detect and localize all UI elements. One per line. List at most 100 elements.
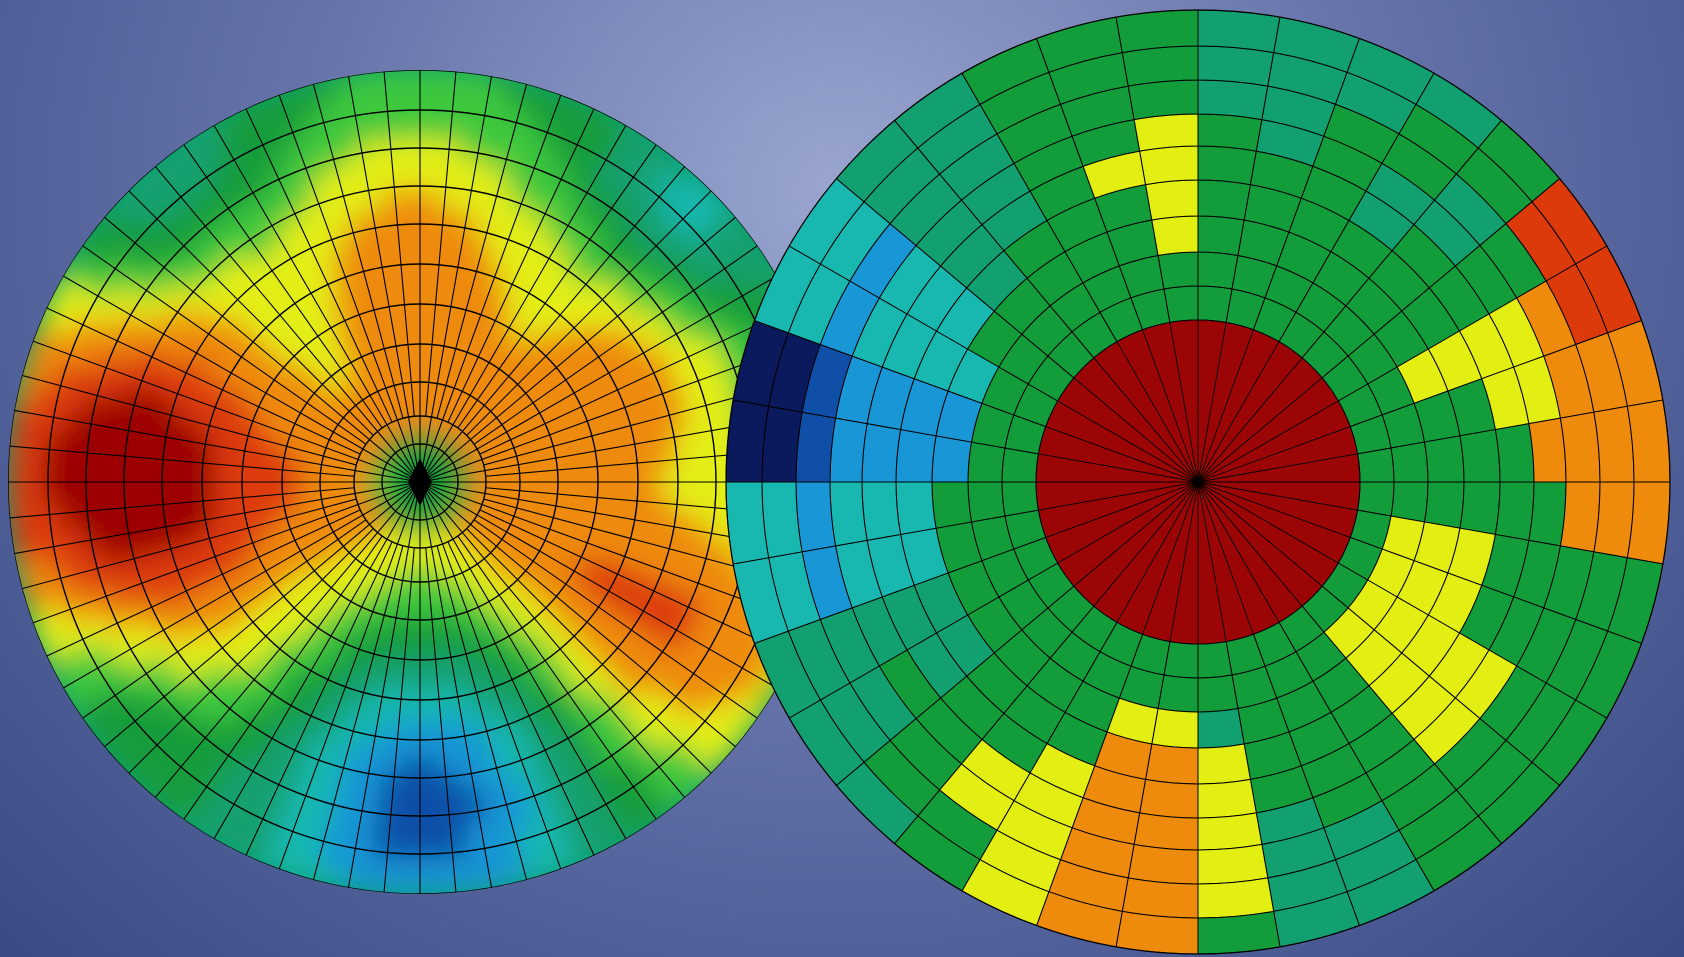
contour-patch [371,138,399,160]
contour-patch [250,557,273,579]
contour-patch [333,615,354,638]
contour-patch [404,704,423,723]
contour-patch [418,344,430,363]
contour-patch [272,326,296,350]
contour-patch [328,396,348,415]
contour-patch [480,408,498,426]
contour-patch [29,608,57,644]
contour-patch [258,91,294,119]
contour-patch [265,107,299,135]
contour-patch [356,395,373,415]
segment-cell [1157,251,1199,290]
contour-patch [400,756,423,775]
contour-patch [423,447,430,466]
contour-patch [284,395,306,415]
contour-patch [491,524,511,540]
contour-patch [291,558,312,578]
contour-patch [280,404,302,423]
contour-patch [41,457,61,486]
grid-spoke [425,71,457,417]
core-spoke [1197,322,1227,483]
contour-patch [459,140,488,163]
core-spoke [1057,481,1199,564]
contour-patch [425,361,436,380]
contour-patch [420,738,441,758]
segment-cell [1127,79,1199,121]
contour-patch [268,357,291,379]
contour-patch [394,138,420,157]
grid-spoke [82,245,367,445]
core-spoke [1142,329,1199,483]
contour-patch [402,531,411,550]
contour-patch [502,358,523,379]
contour-patch [476,542,494,560]
contour-patch [196,467,215,485]
contour-patch [521,590,543,612]
contour-patch [573,490,592,505]
contour-patch [301,502,321,515]
contour-patch [373,577,388,597]
contour-patch [420,601,431,620]
contour-patch [605,504,625,523]
contour-patch [508,420,529,437]
contour-patch [422,412,430,431]
segment-cell [1001,481,1040,517]
contour-patch [465,570,482,591]
contour-patch [310,579,331,600]
contour-patch [431,455,445,470]
contour-patch [487,346,507,368]
contour-patch [451,208,474,230]
contour-patch [469,491,488,500]
grid-spoke [46,307,361,455]
segment-cell [967,441,1006,483]
core-spoke [1197,481,1280,623]
contour-patch [483,796,513,820]
contour-patch [95,418,117,445]
contour-patch [405,292,420,311]
core-spoke [1093,357,1199,483]
contour-patch [323,402,343,421]
contour-patch [198,508,219,528]
contour-patch [358,417,375,434]
contour-patch [120,382,144,410]
contour-patch [464,373,481,393]
contour-patch [98,397,122,425]
contour-patch [323,127,354,152]
grid-spoke [183,144,383,429]
contour-patch [480,144,509,167]
grid-spoke [447,108,595,423]
core-spoke [1057,400,1199,483]
contour-patch [233,432,255,451]
contour-patch [128,443,148,467]
contour-patch [349,818,379,841]
contour-patch [197,438,218,458]
segment-cell [1528,481,1567,547]
segment-cell [1121,877,1199,919]
contour-patch [408,550,417,569]
contour-patch [397,635,412,654]
contour-patch [468,420,485,437]
smooth-disc-contours [8,70,832,894]
contour-patch [306,149,336,175]
contour-patch [366,873,399,894]
contour-patch [313,94,347,119]
contour-patch [437,546,449,566]
grid-spoke [447,541,595,856]
contour-patch [494,519,514,534]
contour-patch [420,858,450,878]
contour-patch [404,584,415,603]
contour-patch [446,683,466,704]
contour-patch [490,423,510,440]
contour-patch [431,258,450,278]
segment-cell [1197,145,1257,186]
segment-cell [1459,428,1501,483]
contour-patch [685,532,708,558]
contour-patch [395,494,409,509]
contour-patch [368,332,385,353]
contour-patch [420,584,430,603]
contour-patch [361,392,378,412]
grid-spoke [479,307,794,455]
grid-spoke [9,445,355,477]
grid-spoke [128,190,374,436]
contour-patch [416,103,445,123]
